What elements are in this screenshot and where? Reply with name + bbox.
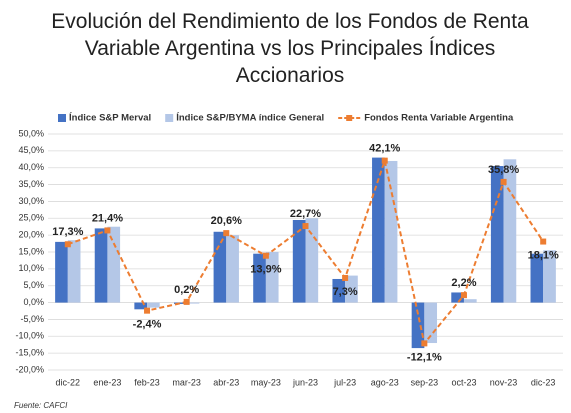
bar [253,253,266,303]
bar [490,166,504,303]
bar [265,252,279,303]
data-label: 22,7% [290,208,321,220]
bar [226,235,239,303]
y-tick-label: 35,0% [18,179,44,189]
y-tick-label: 50,0% [18,128,44,138]
line-marker [64,241,71,248]
bar [451,292,464,303]
x-tick-label: ago-23 [371,377,399,387]
x-tick-label: dic-23 [531,377,556,387]
line-marker [500,178,507,185]
legend-swatch [165,114,174,122]
x-tick-label: ene-23 [93,377,121,387]
data-label: -12,1% [407,351,442,363]
bar [173,302,187,304]
line-marker [381,157,388,164]
bar [67,240,81,303]
x-tick-label: jun-23 [292,377,318,387]
bar [134,302,148,310]
data-label: -2,4% [133,319,162,331]
bar [463,299,477,303]
bar [147,302,160,308]
y-tick-label: -5,0% [20,314,44,324]
bar [107,226,121,303]
legend-label: Fondos Renta Variable Argentina [364,113,514,124]
x-tick-label: oct-23 [451,377,476,387]
x-tick-label: sep-23 [411,377,439,387]
data-label: 0,2% [174,284,199,296]
bar [94,228,108,303]
line-marker [421,340,428,347]
line-marker [104,227,111,234]
y-tick-label: 25,0% [18,213,44,223]
data-label: 17,3% [52,226,83,238]
line-marker [144,307,151,314]
x-tick-label: mar-23 [172,377,201,387]
y-tick-label: 45,0% [18,145,44,155]
bar [292,219,306,303]
data-label: 35,8% [488,164,519,176]
source: Fuente: CAFCI [14,401,68,410]
y-tick-label: -10,0% [15,331,44,341]
legend-swatch [58,114,66,122]
data-label: 42,1% [369,143,400,155]
x-tick-label: jul-23 [333,377,356,387]
bar [186,302,200,304]
line-marker [302,223,309,230]
line-marker [540,238,547,245]
bar [411,302,425,349]
line-marker [183,298,190,305]
y-tick-label: 0,0% [23,297,44,307]
x-tick-label: abr-23 [213,377,239,387]
line-marker [460,292,467,299]
data-label: 20,6% [211,215,242,227]
line-marker [342,274,349,281]
x-tick-label: nov-23 [490,377,518,387]
legend-marker [346,115,353,121]
data-label: 13,9% [250,264,281,276]
line-marker [262,252,269,259]
bar [384,160,398,303]
y-tick-label: 5,0% [23,280,44,290]
y-tick-label: 10,0% [18,263,44,273]
data-label: 18,1% [528,249,559,261]
bar [372,157,385,303]
y-tick-label: -20,0% [15,364,44,374]
y-tick-label: 20,0% [18,230,44,240]
y-tick-label: 30,0% [18,196,44,206]
x-tick-label: feb-23 [134,377,160,387]
bar [543,250,556,303]
data-label: 21,4% [92,212,123,224]
bar [345,275,358,303]
data-label: 7,3% [333,286,358,298]
y-tick-label: 15,0% [18,246,44,256]
y-tick-label: 40,0% [18,162,44,172]
bar [305,218,319,303]
line-marker [223,230,230,237]
legend-label: Índice S&P Merval [69,113,151,124]
bar [55,241,68,303]
chart-title: Evolución del Rendimiento de los Fondos … [51,10,529,87]
x-tick-label: dic-22 [56,377,81,387]
bar [530,253,544,303]
data-label: 2,2% [451,277,476,289]
y-tick-label: -15,0% [15,348,44,358]
x-tick-label: may-23 [251,377,281,387]
legend-label: Índice S&P/BYMA índice General [176,113,324,124]
bar [332,278,346,303]
